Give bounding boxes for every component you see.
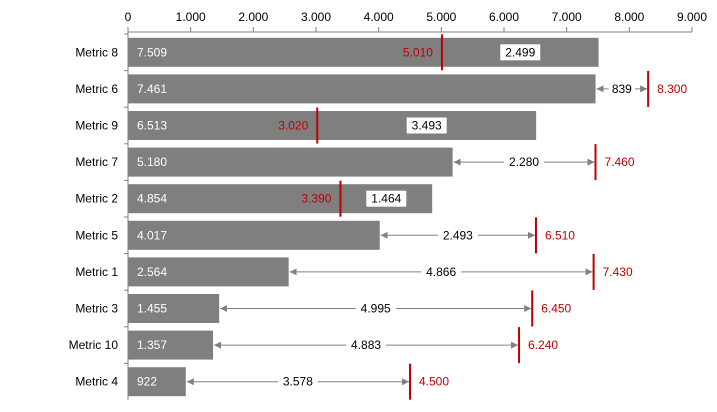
difference-label-bg xyxy=(608,80,636,97)
bar xyxy=(128,294,220,323)
bar xyxy=(128,257,289,287)
target-value-label: 6.510 xyxy=(545,228,575,242)
difference-label-bg xyxy=(500,44,541,61)
x-tick-label: 4.000 xyxy=(364,10,394,24)
target-value-label: 6.240 xyxy=(528,338,558,352)
annotations: 2.499 5.010 839 8.300 3.493 3.020 2.280 7.460 1.… xyxy=(186,34,687,400)
difference-label: 1.464 xyxy=(371,192,401,206)
category-label: Metric 5 xyxy=(75,228,118,242)
x-tick-label: 6.000 xyxy=(489,10,519,24)
difference-label: 3.578 xyxy=(283,375,313,389)
target-value-label: 3.390 xyxy=(301,192,331,206)
difference-label: 2.499 xyxy=(505,45,535,59)
difference-label: 2.280 xyxy=(509,155,539,169)
bar-value-label: 1.455 xyxy=(137,302,167,316)
target-value-label: 5.010 xyxy=(403,45,433,59)
category-label: Metric 7 xyxy=(75,155,118,169)
bar xyxy=(128,74,596,104)
difference-label-bg xyxy=(277,373,318,390)
category-label: Metric 3 xyxy=(75,302,118,316)
difference-label: 4.883 xyxy=(351,338,381,352)
bar-value-label: 6.513 xyxy=(137,119,167,133)
bar-value-label: 4.017 xyxy=(137,228,167,242)
difference-label-bg xyxy=(346,337,387,354)
bar xyxy=(128,367,186,397)
bar-value-label: 2.564 xyxy=(137,265,167,279)
difference-label: 3.493 xyxy=(412,119,442,133)
difference-label-bg xyxy=(421,263,462,280)
x-tick-label: 2.000 xyxy=(238,10,268,24)
x-axis: 0 1.000 2.000 3.000 4.000 5.000 6.000 7.000 8.00… xyxy=(125,10,707,33)
difference-label-bg xyxy=(504,154,545,171)
difference-label: 4.866 xyxy=(426,265,456,279)
target-value-label: 3.020 xyxy=(278,119,308,133)
bar-value-label: 7.461 xyxy=(137,82,167,96)
target-value-label: 8.300 xyxy=(657,82,687,96)
bar-value-label: 7.509 xyxy=(137,45,167,59)
x-tick-label: 9.000 xyxy=(677,10,707,24)
category-axis: Metric 8 Metric 6 Metric 9 Metric 7 Metric 2… xyxy=(69,32,129,400)
category-label: Metric 6 xyxy=(75,82,118,96)
bar xyxy=(128,147,453,177)
x-tick-label: 1.000 xyxy=(176,10,206,24)
x-tick-label: 5.000 xyxy=(426,10,456,24)
target-value-label: 4.500 xyxy=(419,375,449,389)
bar-value-label: 922 xyxy=(137,375,157,389)
category-label: Metric 8 xyxy=(75,45,118,59)
target-value-label: 6.450 xyxy=(541,302,571,316)
x-tick-label: 0 xyxy=(125,10,132,24)
bar-value-label: 4.854 xyxy=(137,192,167,206)
bar xyxy=(128,330,214,360)
category-label: Metric 9 xyxy=(75,119,118,133)
bar-value-label: 5.180 xyxy=(137,155,167,169)
bar-value-label: 1.357 xyxy=(137,338,167,352)
target-value-label: 7.460 xyxy=(604,155,634,169)
bar xyxy=(128,220,380,250)
difference-label-bg xyxy=(355,300,396,317)
difference-label: 2.493 xyxy=(443,228,473,242)
x-tick-label: 3.000 xyxy=(301,10,331,24)
category-label: Metric 2 xyxy=(75,192,118,206)
difference-label: 4.995 xyxy=(361,302,391,316)
category-label: Metric 10 xyxy=(69,338,119,352)
category-label: Metric 4 xyxy=(75,375,118,389)
x-tick-label: 8.000 xyxy=(614,10,644,24)
difference-label: 839 xyxy=(612,82,632,96)
difference-label-bg xyxy=(406,117,447,134)
difference-label-bg xyxy=(437,227,478,244)
x-tick-label: 7.000 xyxy=(552,10,582,24)
target-value-label: 7.430 xyxy=(603,265,633,279)
difference-label-bg xyxy=(366,190,407,207)
category-label: Metric 1 xyxy=(75,265,118,279)
